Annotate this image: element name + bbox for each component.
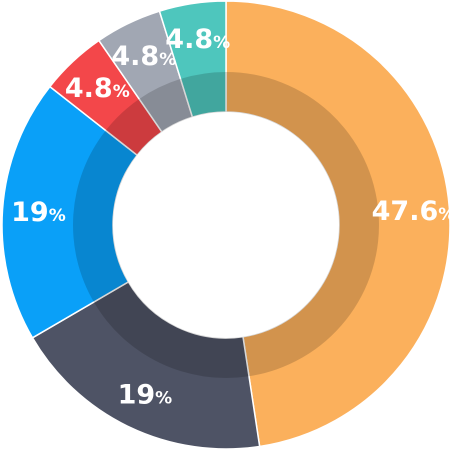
slice-label-unit: % <box>213 33 230 53</box>
slice-label-5: 4.8% <box>111 41 176 72</box>
slice-label-value: 4.8 <box>111 41 159 72</box>
slice-label-unit: % <box>155 389 172 409</box>
slice-label-1: 47.6% <box>372 196 450 227</box>
slice-label-unit: % <box>159 50 176 70</box>
slice-label-unit: % <box>49 206 66 226</box>
slice-label-unit: % <box>113 82 130 102</box>
slice-label-value: 19 <box>11 197 49 228</box>
donut-slice-6 <box>158 0 227 119</box>
slice-label-unit: % <box>438 205 450 225</box>
slice-label-value: 4.8 <box>165 24 213 55</box>
slice-label-6: 4.8% <box>165 24 230 55</box>
donut-slice-1 <box>225 0 450 448</box>
slice-label-2: 19% <box>118 380 173 411</box>
slice-label-3: 19% <box>11 197 66 228</box>
donut-slice-3 <box>1 85 139 339</box>
labels-layer: 47.6%19%19%4.8%4.8%4.8% <box>11 24 450 410</box>
slice-label-value: 4.8 <box>65 73 113 104</box>
slice-label-value: 19 <box>118 380 156 411</box>
slice-label-value: 47.6 <box>372 196 439 227</box>
donut-slice-2 <box>31 280 261 450</box>
slice-label-4: 4.8% <box>65 73 130 104</box>
